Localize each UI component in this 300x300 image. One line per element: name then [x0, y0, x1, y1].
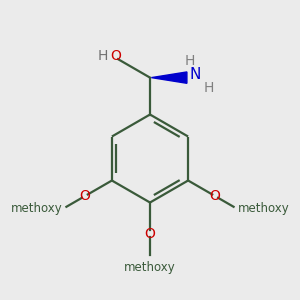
Text: methoxy: methoxy — [124, 261, 176, 274]
Text: methoxy: methoxy — [238, 202, 289, 215]
Text: H: H — [98, 49, 108, 63]
Text: O: O — [210, 189, 220, 203]
Text: methoxy: methoxy — [11, 202, 62, 215]
Text: H: H — [204, 81, 214, 95]
Text: O: O — [145, 227, 155, 241]
Text: N: N — [190, 67, 201, 82]
Text: O: O — [110, 49, 121, 63]
Text: O: O — [80, 189, 90, 203]
Text: H: H — [184, 54, 195, 68]
Polygon shape — [152, 72, 187, 83]
